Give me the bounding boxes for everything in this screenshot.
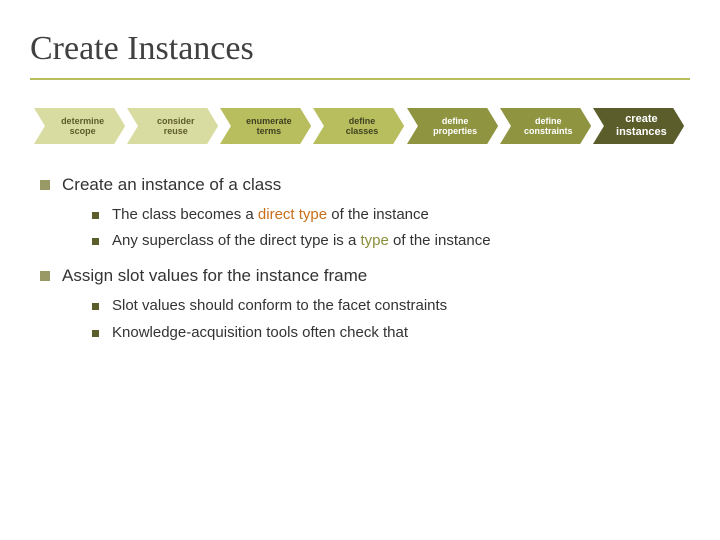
process-step-label: create instances xyxy=(604,113,673,138)
highlight-text: direct type xyxy=(258,206,327,223)
sub-bullet-list: The class becomes a direct type of the i… xyxy=(62,205,690,252)
sub-text: The class becomes a xyxy=(112,206,258,223)
process-step-label: enumerate terms xyxy=(234,116,298,137)
process-step: consider reuse xyxy=(127,108,218,144)
process-step: enumerate terms xyxy=(220,108,311,144)
highlight-text: type xyxy=(360,232,388,249)
sub-text: Any superclass of the direct type is a xyxy=(112,232,360,249)
sub-text: Slot values should conform to the facet … xyxy=(112,297,447,314)
bullet-text: Assign slot values for the instance fram… xyxy=(62,266,367,285)
bullet-list: Create an instance of a class The class b… xyxy=(30,174,690,343)
sub-bullet-item: The class becomes a direct type of the i… xyxy=(90,205,690,225)
sub-text: of the instance xyxy=(389,232,491,249)
slide: Create Instances determine scope consider… xyxy=(0,0,720,387)
process-step-label: determine scope xyxy=(49,116,110,137)
process-step-label: consider reuse xyxy=(145,116,201,137)
process-step-label: define classes xyxy=(334,116,385,137)
process-step-label: define properties xyxy=(421,116,483,137)
process-step-label: define constraints xyxy=(512,116,579,137)
sub-bullet-item: Slot values should conform to the facet … xyxy=(90,296,690,316)
bullet-item: Create an instance of a class The class b… xyxy=(36,174,690,251)
sub-text: of the instance xyxy=(327,206,429,223)
bullet-item: Assign slot values for the instance fram… xyxy=(36,265,690,342)
process-step: define classes xyxy=(313,108,404,144)
process-step: create instances xyxy=(593,108,684,144)
bullet-text: Create an instance of a class xyxy=(62,175,281,194)
process-step: define properties xyxy=(407,108,498,144)
process-step: define constraints xyxy=(500,108,591,144)
page-title: Create Instances xyxy=(30,30,690,80)
sub-bullet-list: Slot values should conform to the facet … xyxy=(62,296,690,343)
sub-bullet-item: Knowledge-acquisition tools often check … xyxy=(90,323,690,343)
process-step: determine scope xyxy=(34,108,125,144)
process-flow: determine scope consider reuse enumerate t… xyxy=(30,108,690,144)
sub-bullet-item: Any superclass of the direct type is a t… xyxy=(90,231,690,251)
sub-text: Knowledge-acquisition tools often check … xyxy=(112,324,408,341)
